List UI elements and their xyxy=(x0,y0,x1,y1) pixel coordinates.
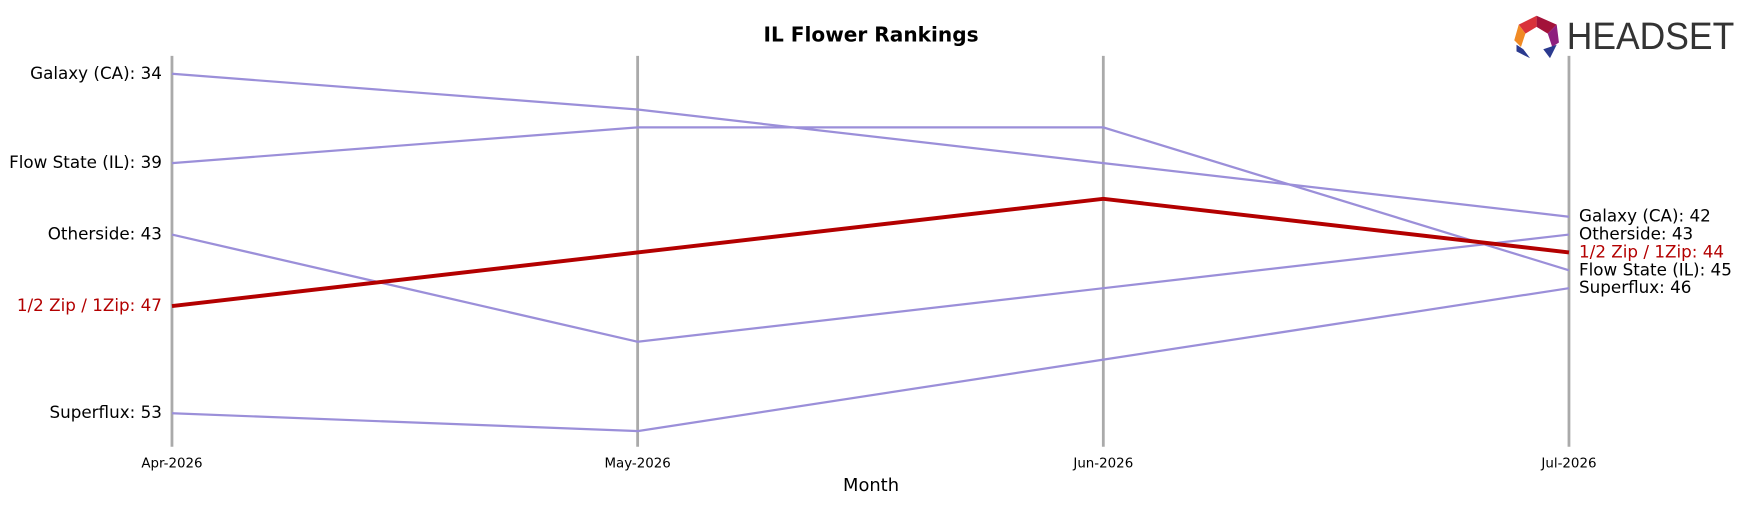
logo-piece xyxy=(1518,15,1537,34)
rank-label: Galaxy (CA): 34 xyxy=(30,63,162,83)
logo-piece xyxy=(1514,24,1526,47)
rank-line xyxy=(171,196,1570,308)
logo-piece xyxy=(1516,44,1530,59)
rank-label: 1/2 Zip / 1Zip: 47 xyxy=(17,295,162,315)
rank-line xyxy=(171,233,1570,343)
x-axis-label: Month xyxy=(843,475,899,496)
logo-piece xyxy=(1536,15,1557,34)
logo-text: HEADSET xyxy=(1567,16,1735,58)
x-tick-label: Jul-2026 xyxy=(1540,456,1596,471)
logo: HEADSET xyxy=(1514,15,1735,59)
rank-label: Otherside: 43 xyxy=(1579,224,1693,244)
logo-piece xyxy=(1543,44,1557,59)
rank-label: Superflux: 53 xyxy=(49,402,161,422)
rank-line xyxy=(171,126,1570,272)
rank-label: Otherside: 43 xyxy=(48,224,162,244)
chart-title: IL Flower Rankings xyxy=(764,22,979,46)
rank-label: 1/2 Zip / 1Zip: 44 xyxy=(1579,241,1724,261)
x-tick-label: Apr-2026 xyxy=(141,456,202,471)
rank-label: Galaxy (CA): 42 xyxy=(1579,206,1711,226)
rank-line xyxy=(171,287,1570,433)
rank-label: Flow State (IL): 45 xyxy=(1579,259,1732,279)
x-tick-label: Jun-2026 xyxy=(1072,456,1133,471)
rank-line xyxy=(171,72,1570,218)
logo-piece xyxy=(1547,24,1559,47)
rank-label: Superflux: 46 xyxy=(1579,277,1691,297)
rank-label: Flow State (IL): 39 xyxy=(9,152,162,172)
x-tick-label: May-2026 xyxy=(604,456,670,471)
